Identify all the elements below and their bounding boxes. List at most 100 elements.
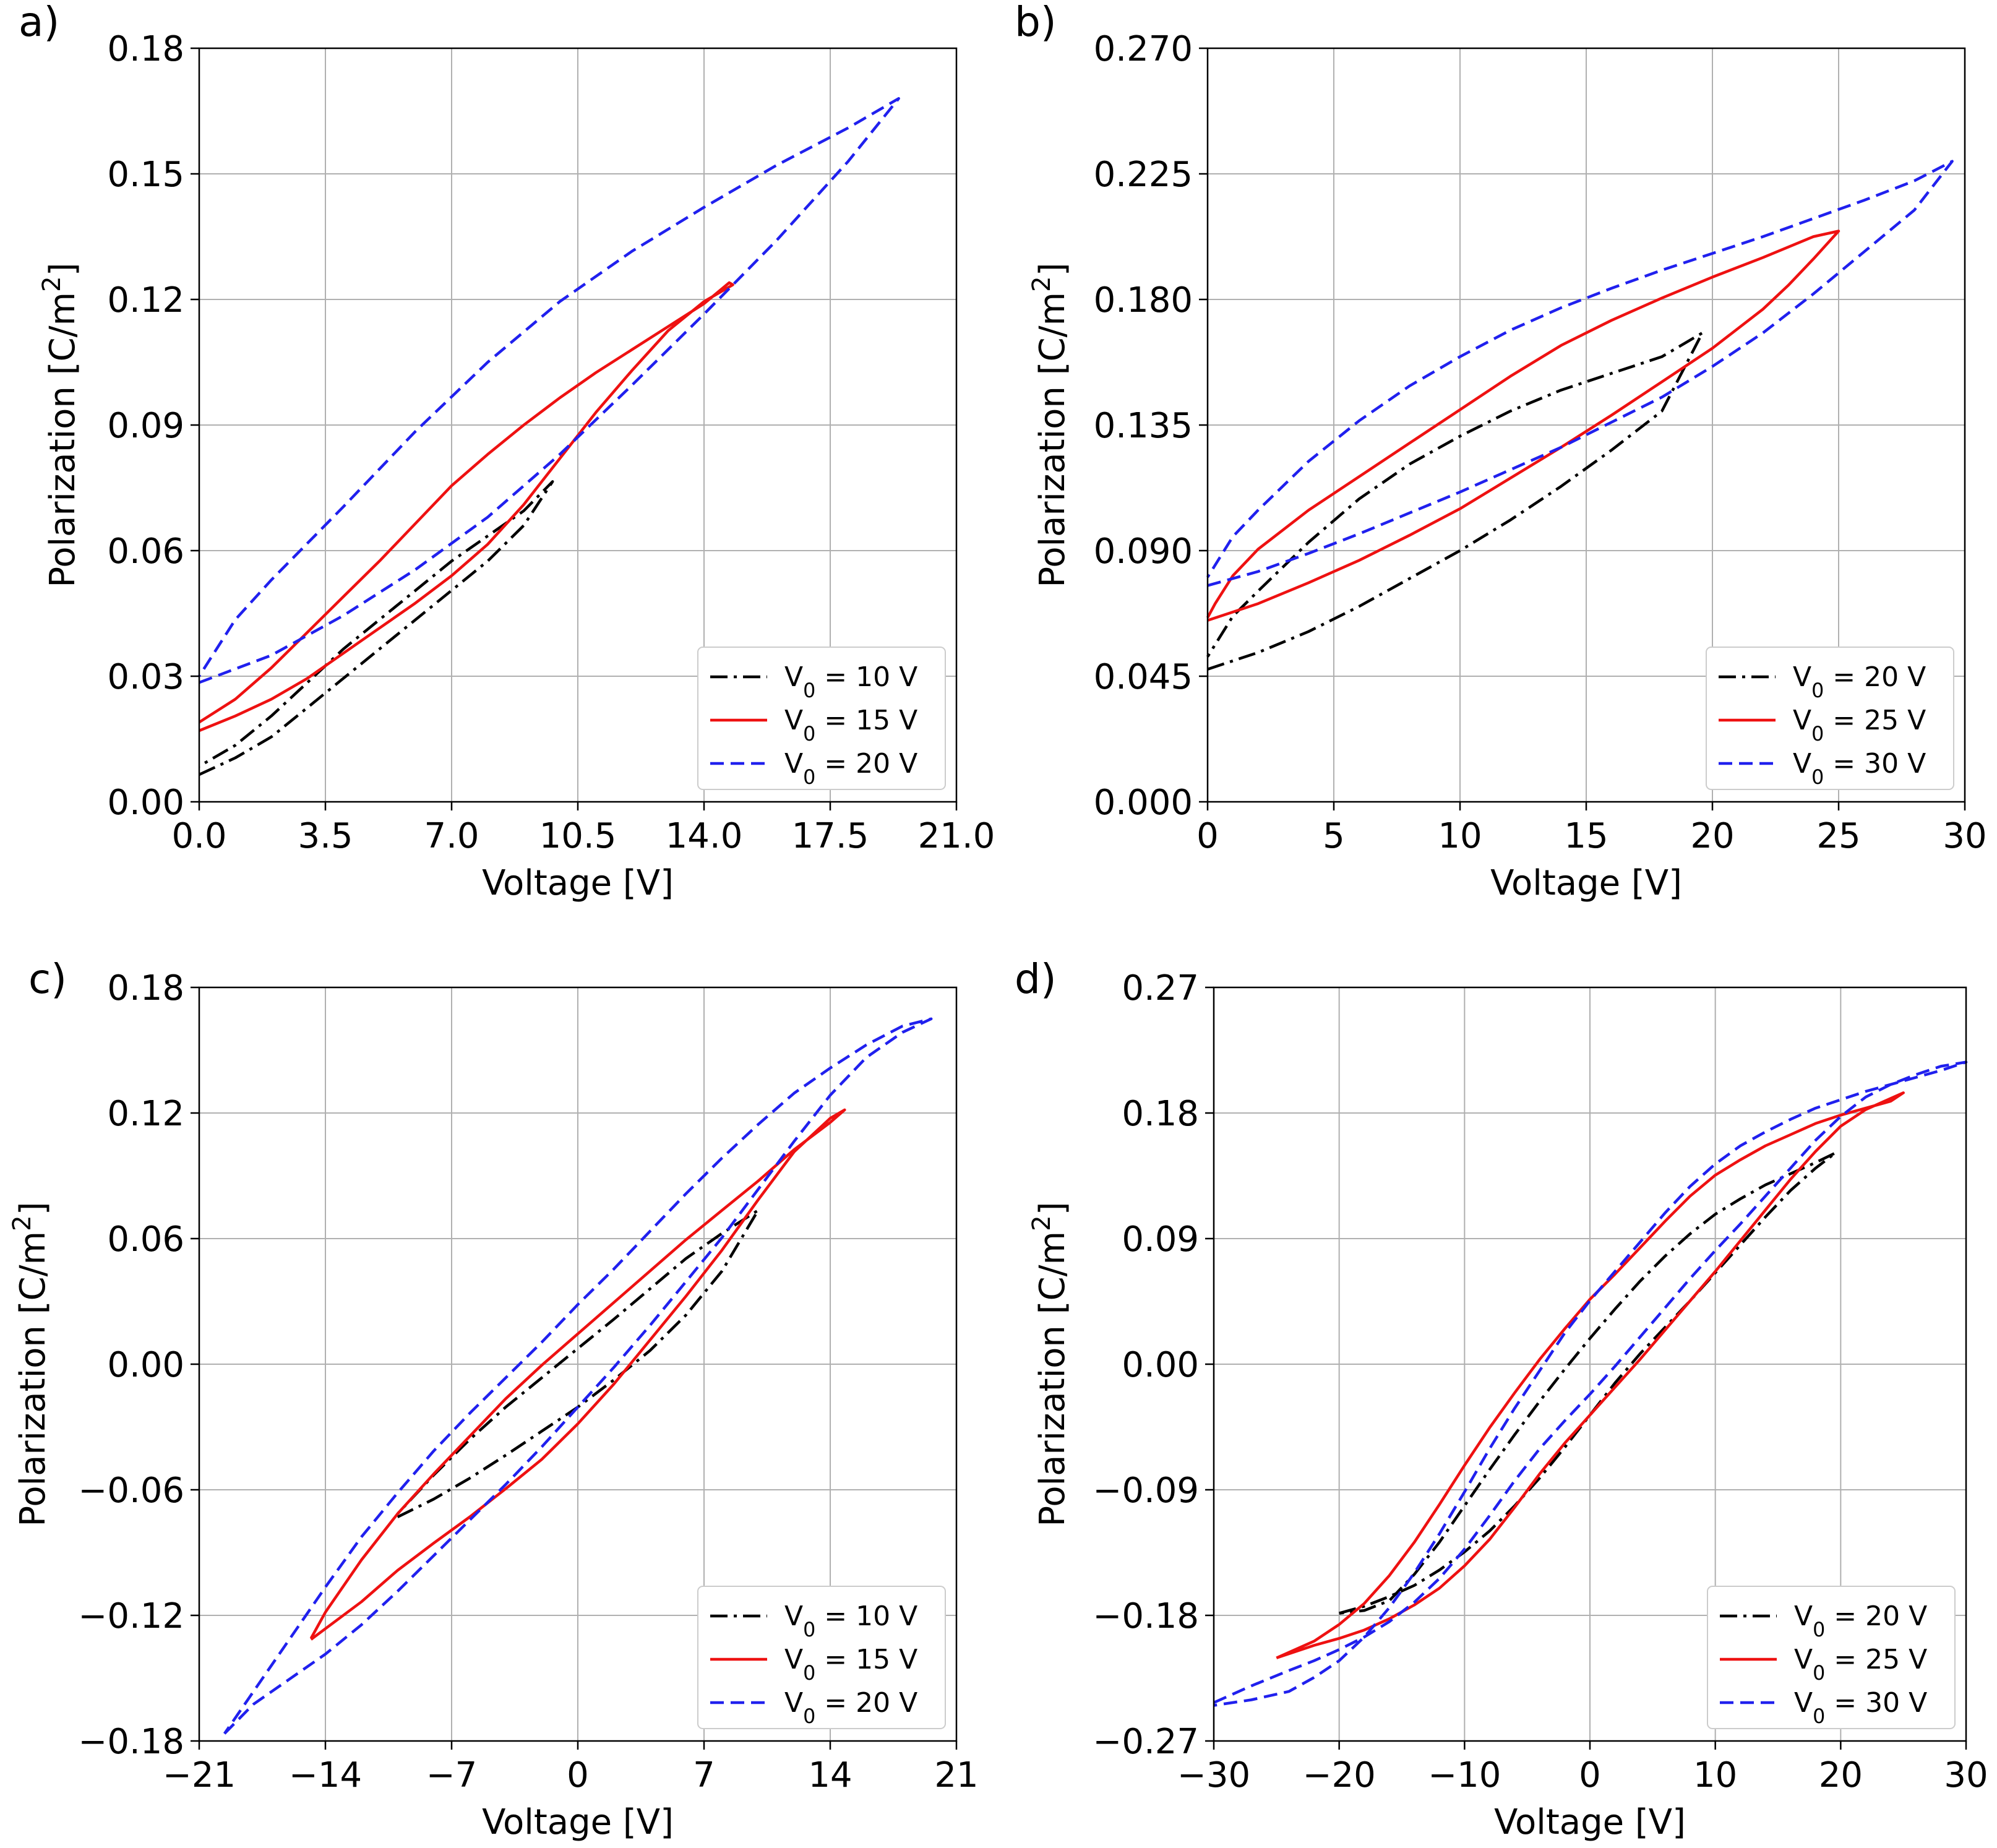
x-tick-label: 20: [1690, 816, 1734, 856]
y-tick-label: 0.18: [107, 29, 184, 69]
panel-label: c): [28, 955, 67, 1003]
series-line-1: [396, 1209, 760, 1519]
series-line-2: [309, 1108, 846, 1641]
x-tick-label: 21.0: [918, 816, 995, 856]
x-tick-label: −20: [1303, 1755, 1376, 1795]
legend-box: [1706, 647, 1954, 790]
x-tick-label: 25: [1816, 816, 1860, 856]
y-tick-label: 0.12: [107, 280, 184, 320]
legend-box: [1707, 1586, 1956, 1729]
x-tick-label: 15: [1564, 816, 1608, 856]
x-tick-label: 10.5: [539, 816, 617, 856]
y-tick-label: 0.000: [1094, 783, 1193, 823]
x-tick-label: 10: [1438, 816, 1482, 856]
series-line-3: [1206, 160, 1954, 587]
x-tick-label: 30: [1943, 816, 1986, 856]
x-tick-label: 5: [1323, 816, 1345, 856]
y-axis-label: Polarization [C/m2]: [37, 262, 84, 587]
y-tick-label: 0.18: [1122, 1094, 1199, 1134]
series-line-2: [1206, 230, 1840, 622]
y-tick-label: 0.045: [1094, 657, 1193, 697]
x-tick-label: −14: [289, 1755, 362, 1795]
x-tick-label: 0: [1579, 1755, 1601, 1795]
panel-label: a): [19, 0, 59, 46]
series-line-2: [1276, 1091, 1905, 1659]
legend-label: V0 = 10 V: [784, 1601, 917, 1641]
y-axis-label: Polarization [C/m2]: [7, 1201, 54, 1526]
y-tick-label: 0.06: [107, 531, 184, 572]
y-tick-label: 0.09: [1122, 1219, 1199, 1260]
x-axis-label: Voltage [V]: [1494, 1802, 1686, 1842]
plot-frame: [198, 47, 958, 803]
legend-label: V0 = 30 V: [1793, 748, 1926, 789]
x-tick-label: 30: [1944, 1755, 1988, 1795]
y-axis-label: Polarization [C/m2]: [1027, 1201, 1073, 1526]
chart-panel-d: −30 −20 −10 0 10 20 30 −0.27 −0.18 −0.09 0.00 0.09 0…: [1015, 955, 1988, 1842]
plot-frame: [1206, 47, 1966, 803]
series-line-1: [1339, 1151, 1837, 1615]
x-axis-label: Voltage [V]: [482, 863, 674, 903]
x-tick-label: 20: [1819, 1755, 1863, 1795]
panel-label: b): [1015, 0, 1057, 46]
y-tick-label: 0.27: [1122, 968, 1199, 1008]
y-tick-label: −0.27: [1093, 1722, 1199, 1762]
y-tick-label: −0.12: [78, 1596, 184, 1636]
series-line-1: [1206, 331, 1704, 671]
x-axis-label: Voltage [V]: [1490, 863, 1682, 903]
y-axis-label: Polarization [C/m2]: [1027, 262, 1073, 587]
series-line-2: [198, 281, 734, 733]
x-tick-label: 0: [567, 1755, 589, 1795]
x-tick-label: −30: [1177, 1755, 1250, 1795]
x-tick-label: −10: [1428, 1755, 1501, 1795]
legend-label: V0 = 30 V: [1794, 1687, 1927, 1728]
y-tick-label: 0.12: [107, 1094, 184, 1134]
y-tick-label: 0.180: [1094, 280, 1193, 320]
y-tick-label: 0.03: [107, 657, 184, 697]
y-tick-label: 0.09: [107, 406, 184, 446]
plot-frame: [1213, 986, 1967, 1742]
y-tick-label: 0.00: [107, 783, 184, 823]
legend-label: V0 = 15 V: [784, 1644, 917, 1685]
y-tick-label: −0.18: [78, 1722, 184, 1762]
chart-panel-c: −21 −14 −7 0 7 14 21 −0.18 −0.12 −0.06 0.00 0.06 0.1…: [7, 955, 979, 1842]
legend: V0 = 20 VV0 = 25 VV0 = 30 V: [1707, 1586, 1956, 1729]
legend-box: [697, 1586, 946, 1729]
y-tick-label: −0.09: [1093, 1471, 1199, 1511]
x-tick-label: 7.0: [424, 816, 479, 856]
x-tick-label: 14.0: [666, 816, 743, 856]
y-tick-label: 0.00: [1122, 1345, 1199, 1385]
legend-label: V0 = 20 V: [1794, 1601, 1927, 1641]
legend: V0 = 20 VV0 = 25 VV0 = 30 V: [1706, 647, 1954, 790]
x-tick-label: 3.5: [298, 816, 353, 856]
series-line-3: [198, 97, 900, 684]
x-tick-label: 7: [693, 1755, 715, 1795]
legend: V0 = 10 VV0 = 15 VV0 = 20 V: [697, 1586, 946, 1729]
series-line-1: [198, 480, 554, 776]
chart-panel-a: 0.0 3.5 7.0 10.5 14.0 17.5 21.0 0.00 0.03 0.06 0.0…: [19, 0, 995, 903]
x-tick-label: 21: [934, 1755, 978, 1795]
y-tick-label: −0.06: [78, 1471, 184, 1511]
y-tick-label: 0.270: [1094, 29, 1193, 69]
x-tick-label: −7: [426, 1755, 478, 1795]
y-tick-label: 0.090: [1094, 531, 1193, 572]
panel-label: d): [1015, 955, 1057, 1003]
y-tick-label: 0.135: [1094, 406, 1193, 446]
x-tick-label: 10: [1693, 1755, 1737, 1795]
x-tick-label: 0: [1196, 816, 1219, 856]
plot-frame: [198, 986, 958, 1742]
legend-box: [697, 647, 946, 790]
x-tick-label: 0.0: [171, 816, 226, 856]
legend-label: V0 = 25 V: [1793, 705, 1926, 746]
legend-label: V0 = 10 V: [784, 661, 917, 702]
y-tick-label: 0.18: [107, 968, 184, 1008]
x-tick-label: 14: [808, 1755, 852, 1795]
y-tick-label: 0.15: [107, 155, 184, 195]
legend: V0 = 10 VV0 = 15 VV0 = 20 V: [697, 647, 946, 790]
y-tick-label: −0.18: [1093, 1596, 1199, 1636]
y-tick-label: 0.00: [107, 1345, 184, 1385]
y-tick-label: 0.06: [107, 1219, 184, 1260]
x-tick-label: −21: [163, 1755, 236, 1795]
series-line-3: [223, 1017, 933, 1735]
x-tick-label: 17.5: [792, 816, 869, 856]
